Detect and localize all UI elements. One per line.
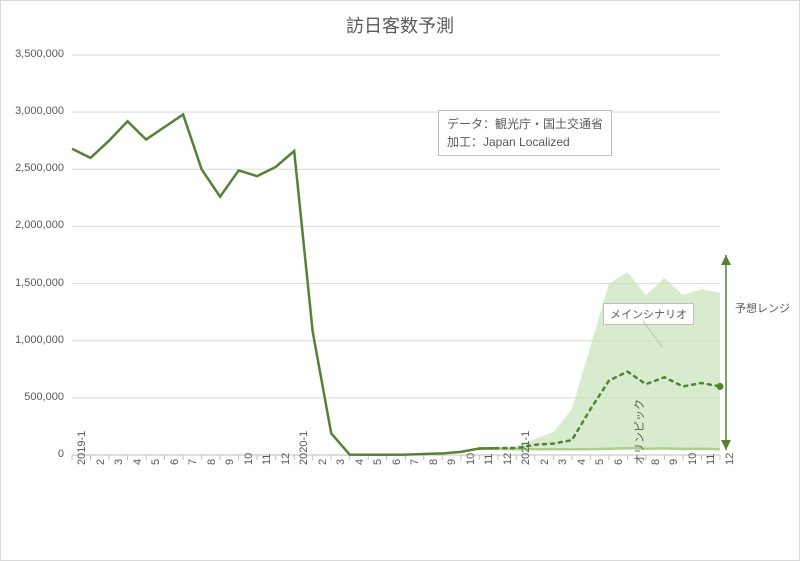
x-tick-label: 9 [668,459,680,465]
y-tick-label: 3,000,000 [0,105,64,117]
x-tick-label: 5 [372,459,384,465]
y-tick-label: 0 [0,448,64,460]
x-tick-label: 8 [650,459,662,465]
x-tick-label: 12 [502,453,514,465]
x-tick-label: 11 [483,454,495,465]
x-tick-olympics: オリンピック [631,399,647,465]
x-tick-label: 6 [169,459,181,465]
x-tick-label: 7 [187,459,199,465]
x-tick-label: 4 [132,459,144,465]
source-line-2: 加工：Japan Localized [447,133,603,151]
x-tick-label: 7 [409,459,421,465]
y-tick-label: 1,000,000 [0,334,64,346]
x-tick-label: 8 [428,459,440,465]
x-tick-label: 8 [206,459,218,465]
x-tick-label: 10 [243,453,255,465]
x-tick-label: 10 [465,453,477,465]
forecast-range-label: 予想レンジ [735,300,790,316]
x-tick-label: 12 [724,453,736,465]
main-scenario-callout: メインシナリオ [603,303,694,325]
x-tick-label: 2 [539,459,551,465]
x-tick-label: 3 [335,459,347,465]
x-tick-label: 2020-1 [298,431,310,465]
x-tick-label: 2021-1 [520,431,532,465]
main-scenario-end-marker [717,383,724,390]
x-tick-label: 9 [224,459,236,465]
x-tick-label: 9 [446,459,458,465]
x-tick-label: 2 [95,459,107,465]
y-tick-label: 3,500,000 [0,48,64,60]
y-tick-label: 500,000 [0,391,64,403]
forecast-band [479,272,720,449]
x-tick-label: 11 [705,454,717,465]
y-tick-label: 2,000,000 [0,219,64,231]
x-tick-label: 6 [613,459,625,465]
x-tick-label: 3 [113,459,125,465]
x-tick-label: 2019-1 [76,431,88,465]
plot-area [0,0,800,561]
x-tick-label: 4 [576,459,588,465]
x-tick-label: 5 [150,459,162,465]
x-tick-label: 12 [280,453,292,465]
x-tick-label: 10 [687,453,699,465]
x-tick-label: 3 [557,459,569,465]
x-tick-label: 5 [594,459,606,465]
x-tick-label: 4 [354,459,366,465]
actual-line [72,114,498,454]
x-tick-label: 6 [391,459,403,465]
data-source-box: データ：観光庁・国土交通省 加工：Japan Localized [438,110,612,156]
x-tick-label: 11 [261,454,273,465]
source-line-1: データ：観光庁・国土交通省 [447,115,603,133]
y-tick-label: 2,500,000 [0,162,64,174]
x-tick-label: 2 [317,459,329,465]
y-tick-label: 1,500,000 [0,277,64,289]
